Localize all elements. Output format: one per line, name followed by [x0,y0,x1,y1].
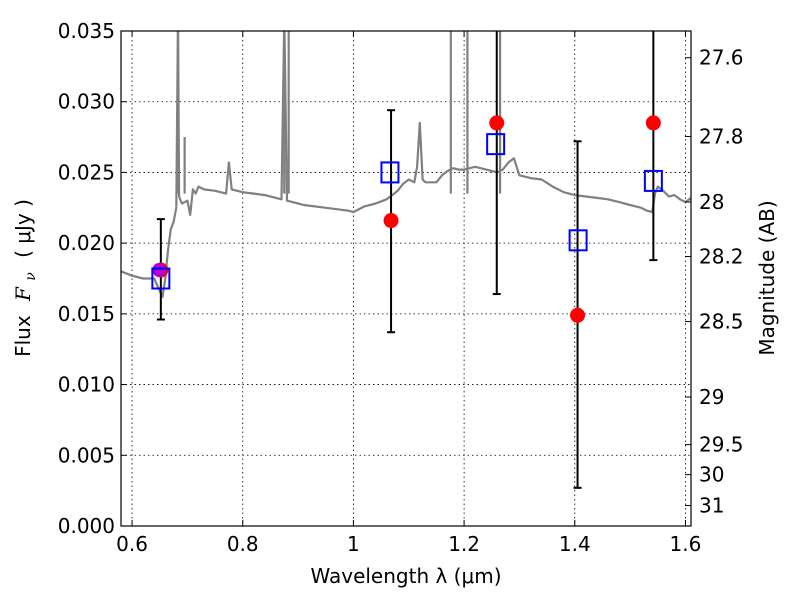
model-point [643,169,663,192]
y-tick-label: 0.030 [58,90,115,114]
y-axis-label-symbol: F [11,286,35,302]
model-point [151,267,171,290]
y-tick-label: 0.025 [58,160,115,184]
y2-tick-label: 29.5 [699,433,744,457]
error-bars [156,31,658,489]
x-tick-label: 1.4 [559,532,591,556]
x-tick-label: 1.6 [670,532,702,556]
y2-tick-label: 28.2 [699,245,744,269]
plot-frame [120,30,692,527]
y-axis-label-units: ( μJy ) [11,199,35,258]
axis-ticks: 0.6 0.8 1 1.2 1.4 1.6 0.000 0.005 0.010 0.015 0.02… [58,19,744,556]
y-tick-label: 0.020 [58,231,115,255]
y-axis-label: Flux F ν ( μJy ) [11,199,40,357]
x-tick-label: 0.6 [116,532,148,556]
x-axis-label: Wavelength λ (μm) [310,564,501,588]
observed-point [645,115,661,131]
model-point [486,133,506,156]
spectrum [121,31,691,298]
y2-tick-label: 27.6 [699,46,744,70]
model-point [380,161,400,184]
y2-tick-label: 27.8 [699,124,744,148]
observed-point [570,307,586,323]
y-tick-label: 0.015 [58,302,115,326]
y-tick-label: 0.000 [58,514,115,538]
observed-point [383,213,399,229]
highlight-point [152,263,167,278]
y-tick-label: 0.010 [58,373,115,397]
y2-tick-label: 30 [699,463,724,487]
x-tick-label: 1 [347,532,360,556]
x-tick-label: 0.8 [227,532,259,556]
y-tick-label: 0.035 [58,19,115,43]
x-tick-label: 1.2 [448,532,480,556]
y2-tick-label: 31 [699,494,724,518]
model-point [568,229,588,252]
grid [121,30,691,527]
y2-tick-label: 28.5 [699,310,744,334]
y2-tick-label: 28 [699,190,724,214]
y2-tick-label: 29 [699,385,724,409]
secondary-y-axis-label: Magnitude (AB) [755,200,779,355]
y-axis-label-subscript: ν [23,272,39,281]
data-markers [151,115,663,323]
y-tick-label: 0.005 [58,443,115,467]
y-axis-label-text: Flux [11,315,35,357]
spectrum-line [121,31,691,298]
observed-point [489,115,505,131]
